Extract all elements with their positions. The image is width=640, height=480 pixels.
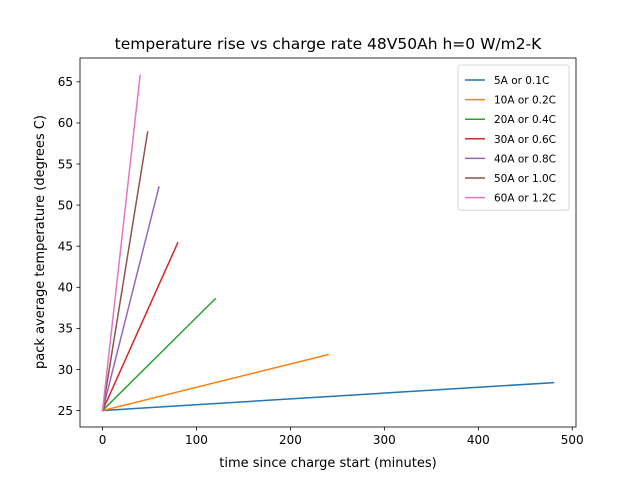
x-tick-label-5: 500 bbox=[561, 433, 584, 447]
x-tick-label-1: 100 bbox=[185, 433, 208, 447]
series-layer bbox=[101, 74, 555, 412]
y-tick-label-2: 35 bbox=[58, 322, 73, 336]
y-tick-label-1: 30 bbox=[58, 363, 73, 377]
legend-label-5: 50A or 1.0C bbox=[494, 173, 556, 185]
y-tick-label-8: 65 bbox=[58, 75, 73, 89]
y-tick-label-5: 50 bbox=[58, 198, 73, 212]
x-tick-label-0: 0 bbox=[99, 433, 107, 447]
legend: 5A or 0.1C 10A or 0.2C 20A or 0.4C 30A or 0… bbox=[457, 64, 570, 211]
series-line-4 bbox=[101, 186, 160, 412]
series-line-2 bbox=[101, 297, 217, 412]
series-line-5 bbox=[101, 131, 149, 412]
x-axis-label: time since charge start (minutes) bbox=[219, 456, 436, 471]
chart-title: temperature rise vs charge rate 48V50Ah … bbox=[115, 35, 543, 53]
series-line-6 bbox=[101, 74, 141, 412]
plot-frame bbox=[79, 57, 577, 428]
legend-label-0: 5A or 0.1C bbox=[494, 75, 549, 87]
series-line-1 bbox=[101, 353, 329, 412]
y-axis-label: pack average temperature (degrees C) bbox=[33, 115, 48, 369]
y-tick-label-3: 40 bbox=[58, 281, 73, 295]
legend-label-2: 20A or 0.4C bbox=[494, 114, 556, 126]
x-tick-label-2: 200 bbox=[279, 433, 302, 447]
x-tick-label-3: 300 bbox=[373, 433, 396, 447]
legend-label-1: 10A or 0.2C bbox=[494, 95, 556, 107]
legend-label-4: 40A or 0.8C bbox=[494, 153, 556, 165]
y-tick-label-0: 25 bbox=[58, 404, 73, 418]
y-tick-label-6: 55 bbox=[58, 157, 73, 171]
series-line-0 bbox=[101, 381, 555, 412]
legend-box bbox=[457, 64, 570, 211]
y-tick-label-4: 45 bbox=[58, 239, 73, 253]
y-axis: 25 30 35 40 45 50 55 60 65 bbox=[58, 75, 80, 418]
y-tick-label-7: 60 bbox=[58, 116, 73, 130]
legend-label-6: 60A or 1.2C bbox=[494, 193, 556, 205]
series-line-3 bbox=[101, 241, 179, 412]
x-axis: 0 100 200 300 400 500 bbox=[99, 427, 584, 447]
x-tick-label-4: 400 bbox=[467, 433, 490, 447]
legend-label-3: 30A or 0.6C bbox=[494, 134, 556, 146]
